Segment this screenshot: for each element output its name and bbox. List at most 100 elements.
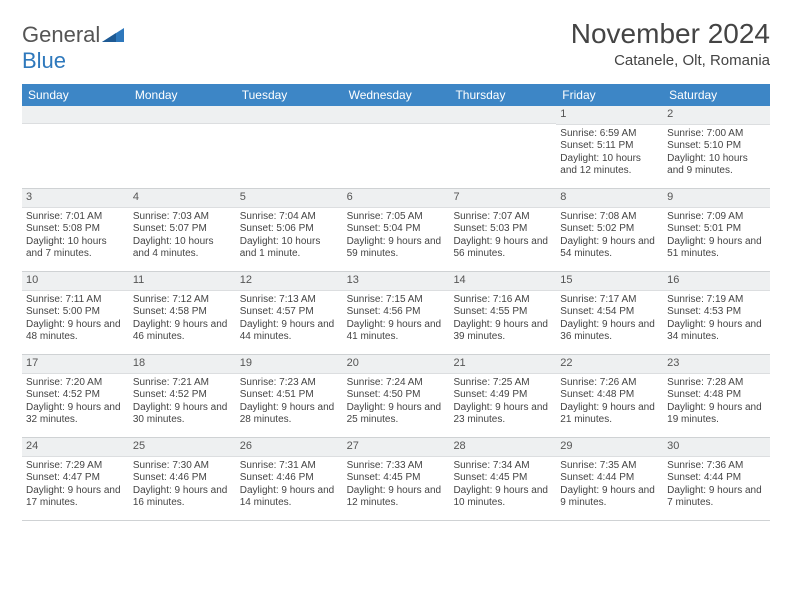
sunset-text: Sunset: 4:45 PM	[347, 472, 446, 485]
daylight-text: Daylight: 9 hours and 32 minutes.	[26, 402, 125, 427]
day-number: 5	[236, 189, 343, 208]
daylight-text: Daylight: 9 hours and 39 minutes.	[453, 319, 552, 344]
calendar-cell	[343, 106, 450, 188]
calendar-cell: 1Sunrise: 6:59 AMSunset: 5:11 PMDaylight…	[556, 106, 663, 188]
calendar-row: 3Sunrise: 7:01 AMSunset: 5:08 PMDaylight…	[22, 189, 770, 272]
day-number: 27	[343, 438, 450, 457]
calendar-container: General Blue November 2024 Catanele, Olt…	[0, 0, 792, 533]
weekday-header: Wednesday	[343, 84, 450, 106]
daylight-text: Daylight: 9 hours and 30 minutes.	[133, 402, 232, 427]
sunrise-text: Sunrise: 7:07 AM	[453, 211, 552, 224]
sunrise-text: Sunrise: 7:12 AM	[133, 294, 232, 307]
calendar-cell: 5Sunrise: 7:04 AMSunset: 5:06 PMDaylight…	[236, 189, 343, 271]
calendar-cell: 29Sunrise: 7:35 AMSunset: 4:44 PMDayligh…	[556, 438, 663, 520]
sunrise-text: Sunrise: 7:13 AM	[240, 294, 339, 307]
daylight-text: Daylight: 9 hours and 16 minutes.	[133, 485, 232, 510]
daylight-text: Daylight: 10 hours and 12 minutes.	[560, 153, 659, 178]
calendar-cell: 12Sunrise: 7:13 AMSunset: 4:57 PMDayligh…	[236, 272, 343, 354]
calendar-cell: 27 Sunrise: 7:33 AMSunset: 4:45 PMDayligh…	[343, 438, 450, 520]
day-number	[236, 106, 343, 124]
day-number: 10	[22, 272, 129, 291]
sunrise-text: Sunrise: 7:34 AM	[453, 460, 552, 473]
day-details: Sunrise: 7:16 AMSunset: 4:55 PMDaylight:…	[449, 291, 556, 348]
day-details: Sunrise: 7:19 AMSunset: 4:53 PMDaylight:…	[663, 291, 770, 348]
day-number: 7	[449, 189, 556, 208]
sunset-text: Sunset: 4:44 PM	[560, 472, 659, 485]
sunrise-text: Sunrise: 7:29 AM	[26, 460, 125, 473]
sunrise-text: Sunrise: 7:03 AM	[133, 211, 232, 224]
daylight-text: Daylight: 9 hours and 25 minutes.	[347, 402, 446, 427]
day-number: 11	[129, 272, 236, 291]
day-details: Sunrise: 7:30 AMSunset: 4:46 PMDaylight:…	[129, 457, 236, 514]
calendar-cell: 16Sunrise: 7:19 AMSunset: 4:53 PMDayligh…	[663, 272, 770, 354]
daylight-text: Daylight: 10 hours and 9 minutes.	[667, 153, 766, 178]
calendar-cell: 4Sunrise: 7:03 AMSunset: 5:07 PMDaylight…	[129, 189, 236, 271]
day-number: 18	[129, 355, 236, 374]
calendar-row: 17Sunrise: 7:20 AMSunset: 4:52 PMDayligh…	[22, 355, 770, 438]
calendar-cell: 3Sunrise: 7:01 AMSunset: 5:08 PMDaylight…	[22, 189, 129, 271]
calendar-cell: 20Sunrise: 7:24 AMSunset: 4:50 PMDayligh…	[343, 355, 450, 437]
day-number: 28	[449, 438, 556, 457]
day-details: Sunrise: 7:20 AMSunset: 4:52 PMDaylight:…	[22, 374, 129, 431]
daylight-text: Daylight: 9 hours and 21 minutes.	[560, 402, 659, 427]
sunrise-text: Sunrise: 7:17 AM	[560, 294, 659, 307]
daylight-text: Daylight: 9 hours and 36 minutes.	[560, 319, 659, 344]
day-number: 25	[129, 438, 236, 457]
day-details: Sunrise: 7:15 AMSunset: 4:56 PMDaylight:…	[343, 291, 450, 348]
calendar-cell: 22Sunrise: 7:26 AMSunset: 4:48 PMDayligh…	[556, 355, 663, 437]
day-number: 15	[556, 272, 663, 291]
sunrise-text: Sunrise: 7:28 AM	[667, 377, 766, 390]
sunset-text: Sunset: 4:44 PM	[667, 472, 766, 485]
day-details: Sunrise: 7:17 AMSunset: 4:54 PMDaylight:…	[556, 291, 663, 348]
calendar-cell: 13Sunrise: 7:15 AMSunset: 4:56 PMDayligh…	[343, 272, 450, 354]
day-number: 30	[663, 438, 770, 457]
sunrise-text: Sunrise: 7:24 AM	[347, 377, 446, 390]
weekday-header: Saturday	[663, 84, 770, 106]
daylight-text: Daylight: 9 hours and 41 minutes.	[347, 319, 446, 344]
day-number: 12	[236, 272, 343, 291]
daylight-text: Daylight: 9 hours and 12 minutes.	[347, 485, 446, 510]
calendar-cell	[236, 106, 343, 188]
calendar-cell: 17Sunrise: 7:20 AMSunset: 4:52 PMDayligh…	[22, 355, 129, 437]
logo-text: General Blue	[22, 22, 124, 74]
header: General Blue November 2024 Catanele, Olt…	[22, 18, 770, 74]
daylight-text: Daylight: 9 hours and 59 minutes.	[347, 236, 446, 261]
sunset-text: Sunset: 5:03 PM	[453, 223, 552, 236]
daylight-text: Daylight: 9 hours and 51 minutes.	[667, 236, 766, 261]
daylight-text: Daylight: 9 hours and 56 minutes.	[453, 236, 552, 261]
sunrise-text: Sunrise: 7:00 AM	[667, 128, 766, 141]
calendar-cell: 26Sunrise: 7:31 AMSunset: 4:46 PMDayligh…	[236, 438, 343, 520]
day-number: 26	[236, 438, 343, 457]
daylight-text: Daylight: 10 hours and 1 minute.	[240, 236, 339, 261]
sunrise-text: Sunrise: 7:08 AM	[560, 211, 659, 224]
calendar-cell: 19Sunrise: 7:23 AMSunset: 4:51 PMDayligh…	[236, 355, 343, 437]
day-number	[449, 106, 556, 124]
daylight-text: Daylight: 9 hours and 19 minutes.	[667, 402, 766, 427]
day-details: Sunrise: 7:01 AMSunset: 5:08 PMDaylight:…	[22, 208, 129, 265]
day-details: Sunrise: 7:31 AMSunset: 4:46 PMDaylight:…	[236, 457, 343, 514]
calendar-row: 10Sunrise: 7:11 AMSunset: 5:00 PMDayligh…	[22, 272, 770, 355]
sunrise-text: Sunrise: 7:23 AM	[240, 377, 339, 390]
day-number	[22, 106, 129, 124]
sunrise-text: Sunrise: 7:33 AM	[347, 460, 446, 473]
sunset-text: Sunset: 4:48 PM	[667, 389, 766, 402]
sunset-text: Sunset: 4:46 PM	[240, 472, 339, 485]
sunset-text: Sunset: 5:06 PM	[240, 223, 339, 236]
day-details: Sunrise: 7:28 AMSunset: 4:48 PMDaylight:…	[663, 374, 770, 431]
day-number: 3	[22, 189, 129, 208]
sunrise-text: Sunrise: 7:09 AM	[667, 211, 766, 224]
day-details: Sunrise: 7:07 AMSunset: 5:03 PMDaylight:…	[449, 208, 556, 265]
location-label: Catanele, Olt, Romania	[571, 52, 770, 69]
day-number: 21	[449, 355, 556, 374]
day-number: 2	[663, 106, 770, 125]
sunrise-text: Sunrise: 7:16 AM	[453, 294, 552, 307]
calendar-cell: 6Sunrise: 7:05 AMSunset: 5:04 PMDaylight…	[343, 189, 450, 271]
day-details: Sunrise: 7:12 AMSunset: 4:58 PMDaylight:…	[129, 291, 236, 348]
day-number: 19	[236, 355, 343, 374]
day-number: 6	[343, 189, 450, 208]
sunset-text: Sunset: 4:58 PM	[133, 306, 232, 319]
sunset-text: Sunset: 4:53 PM	[667, 306, 766, 319]
calendar-cell: 30Sunrise: 7:36 AMSunset: 4:44 PMDayligh…	[663, 438, 770, 520]
sunset-text: Sunset: 4:50 PM	[347, 389, 446, 402]
daylight-text: Daylight: 9 hours and 23 minutes.	[453, 402, 552, 427]
